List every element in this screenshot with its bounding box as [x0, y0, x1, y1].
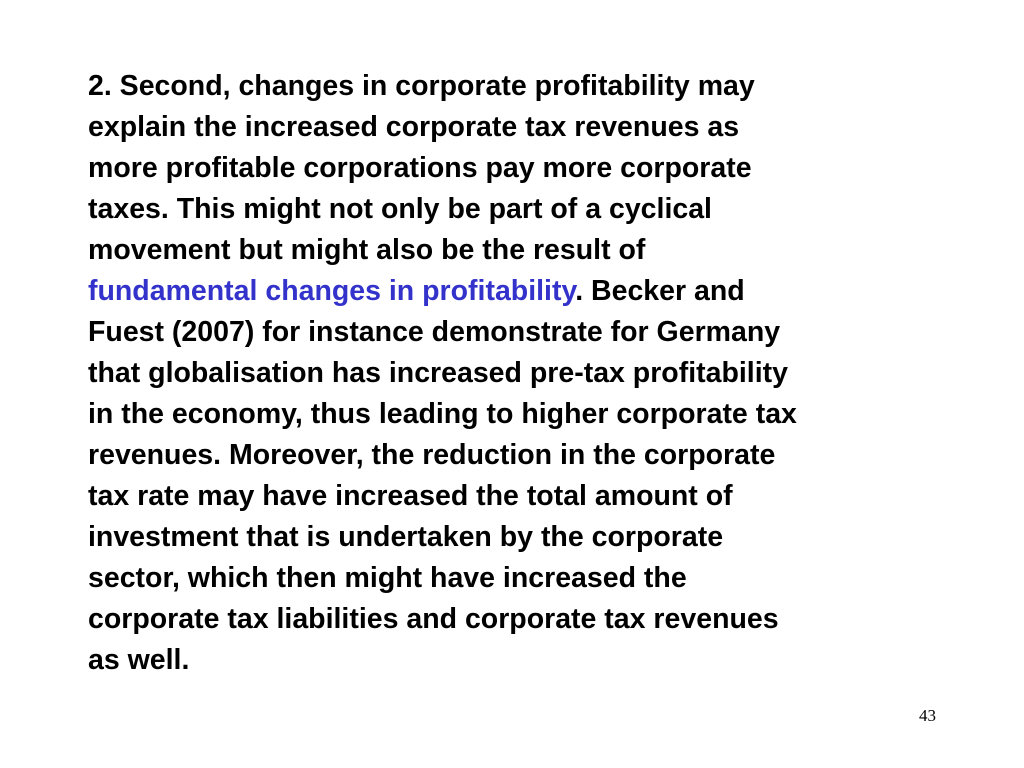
text-line: corporate tax liabilities and corporate …: [88, 603, 779, 635]
text-line: tax rate may have increased the total am…: [88, 480, 733, 512]
slide-body-text: 2. Second, changes in corporate profitab…: [88, 66, 968, 681]
text-line: in the economy, thus leading to higher c…: [88, 398, 797, 430]
text-line: that globalisation has increased pre-tax…: [88, 357, 788, 389]
highlighted-phrase: fundamental changes in profitability: [88, 275, 576, 307]
text-line: Fuest (2007) for instance demonstrate fo…: [88, 316, 781, 348]
text-line: more profitable corporations pay more co…: [88, 152, 752, 184]
text-line: as well.: [88, 644, 190, 676]
text-after-highlight: . Becker and: [575, 275, 745, 307]
text-line: 2. Second, changes in corporate profitab…: [88, 70, 755, 102]
slide-page-number: 43: [919, 706, 936, 725]
text-line: movement but might also be the result of: [88, 234, 646, 266]
text-line: explain the increased corporate tax reve…: [88, 111, 740, 143]
text-line: investment that is undertaken by the cor…: [88, 521, 724, 553]
text-line: sector, which then might have increased …: [88, 562, 687, 594]
text-line: revenues. Moreover, the reduction in the…: [88, 439, 776, 471]
text-line: taxes. This might not only be part of a …: [88, 193, 712, 225]
text-line-with-highlight: fundamental changes in profitability. Be…: [88, 271, 968, 312]
